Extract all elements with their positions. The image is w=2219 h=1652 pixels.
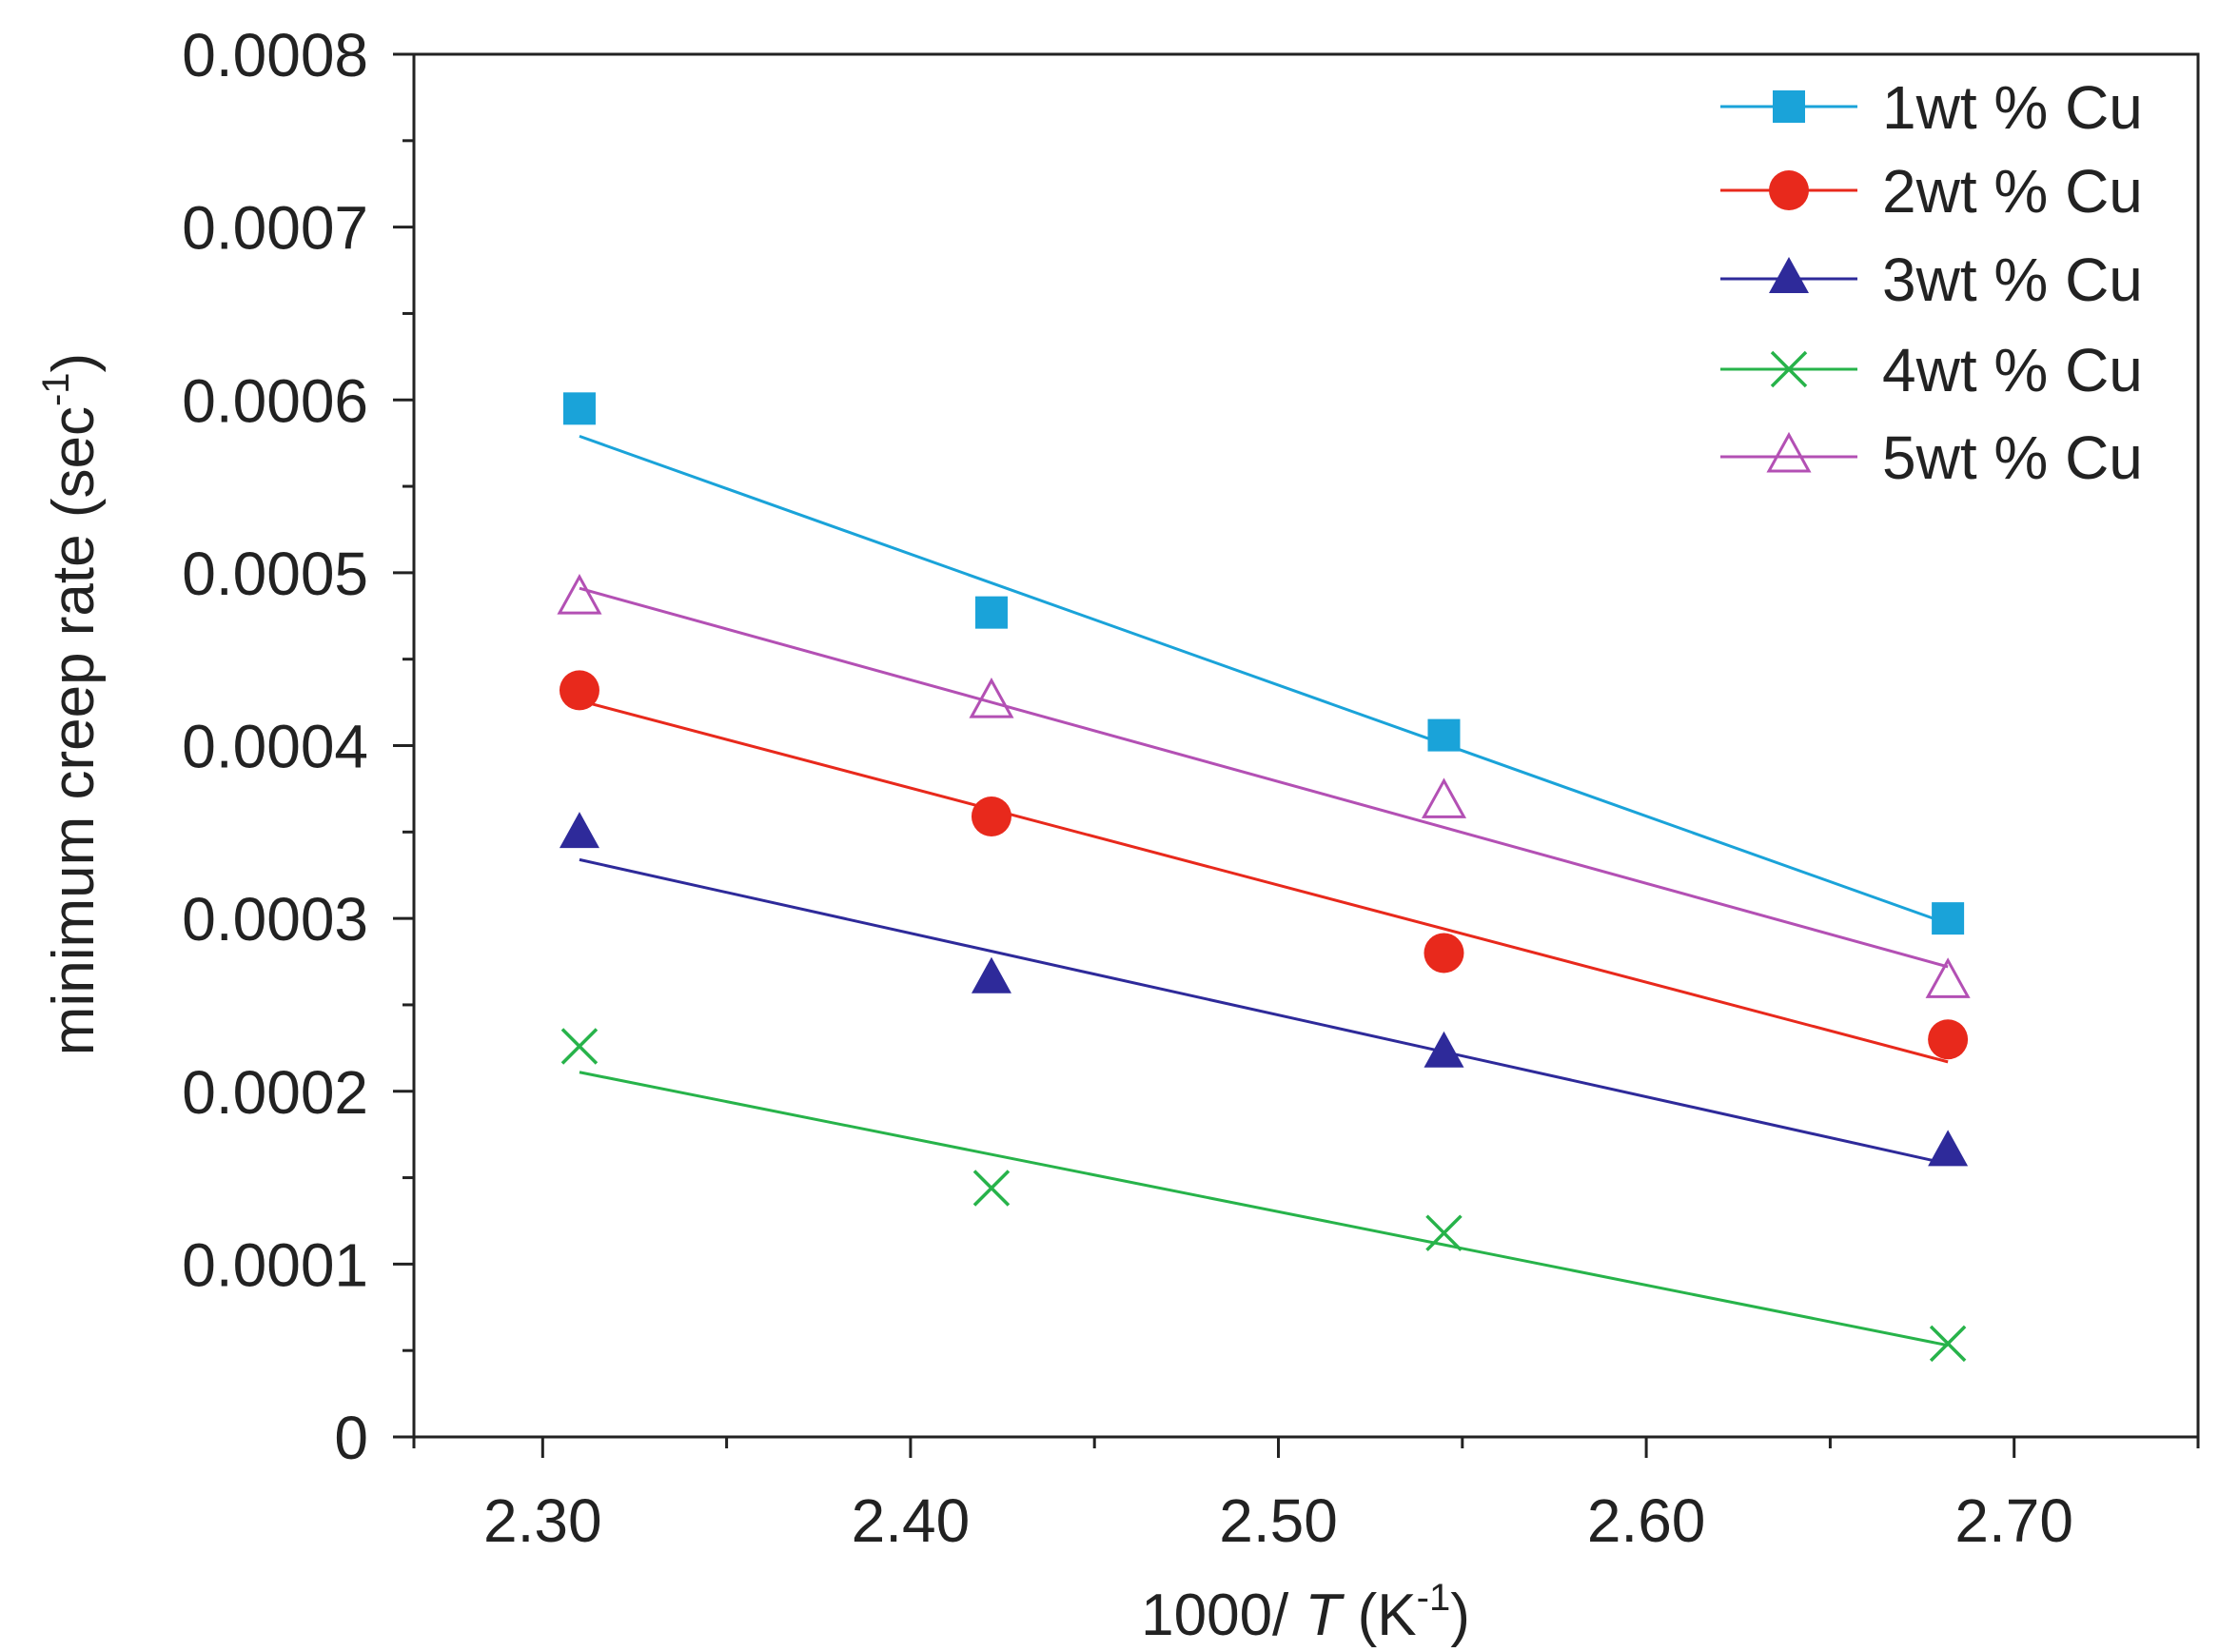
y-tick-label: 0.0003 <box>182 885 368 954</box>
legend-marker <box>1769 257 1809 293</box>
legend-marker <box>1773 90 1805 123</box>
data-point-series-2 <box>1928 1019 1969 1060</box>
y-title-close: ) <box>41 353 107 373</box>
data-point-series-1 <box>562 392 596 425</box>
data-point-series-1 <box>974 596 1008 629</box>
x-tick-label: 2.40 <box>852 1486 971 1555</box>
y-tick-label: 0.0002 <box>182 1058 368 1127</box>
legend-marker <box>1770 350 1808 388</box>
data-point-series-2 <box>1424 933 1464 974</box>
y-tick-label: 0.0007 <box>182 194 368 263</box>
data-point-series-5 <box>1421 777 1467 818</box>
x-title-exponent: -1 <box>1417 1577 1451 1619</box>
legend-marker <box>1769 170 1809 210</box>
data-point-series-4 <box>1425 1214 1463 1251</box>
legend: 1wt % Cu 2wt % Cu 3wt % Cu 4wt % Cu 5wt % Cu <box>1720 73 2143 492</box>
y-tick-label: 0 <box>334 1404 368 1472</box>
data-point-series-3 <box>1424 1031 1464 1068</box>
data-point-series-3 <box>971 956 1011 993</box>
y-title-main: minimum creep rate (sec <box>41 406 107 1055</box>
data-point-series-2 <box>559 670 599 711</box>
legend-label: 2wt % Cu <box>1882 157 2143 226</box>
x-title-close: ) <box>1450 1583 1470 1648</box>
x-title-prefix: 1000/ <box>1141 1583 1305 1648</box>
data-point-series-5 <box>969 677 1014 718</box>
y-tick-label: 0.0008 <box>182 21 368 89</box>
fit-line-5 <box>579 586 1949 969</box>
legend-label: 3wt % Cu <box>1882 246 2143 314</box>
data-point-series-1 <box>1932 902 1965 935</box>
y-tick-label: 0.0005 <box>182 540 368 608</box>
y-tick-label: 0.0001 <box>182 1230 368 1299</box>
data-markers <box>557 392 1971 1363</box>
x-tick-label: 2.30 <box>483 1486 602 1555</box>
data-point-series-5 <box>557 574 602 615</box>
data-point-series-3 <box>559 812 599 849</box>
y-axis: 0 0.0001 0.0002 0.0003 0.0004 0.0005 0.0006 0.0… <box>182 21 414 1472</box>
fit-line-2 <box>579 698 1949 1064</box>
data-point-series-5 <box>1925 957 1971 998</box>
legend-label: 1wt % Cu <box>1882 73 2143 142</box>
data-point-series-4 <box>1929 1325 1967 1363</box>
x-tick-label: 2.70 <box>1954 1486 2073 1555</box>
legend-marker <box>1766 431 1812 473</box>
fit-line-4 <box>579 1071 1949 1347</box>
x-title-unit: (K <box>1341 1583 1416 1648</box>
data-point-series-3 <box>1928 1130 1969 1167</box>
legend-label: 4wt % Cu <box>1882 336 2143 404</box>
data-point-series-4 <box>972 1170 1011 1207</box>
x-tick-label: 2.60 <box>1587 1486 1706 1555</box>
x-axis-title: 1000/ T (K-1) <box>1141 1577 1470 1648</box>
data-point-series-2 <box>971 796 1011 836</box>
y-tick-label: 0.0004 <box>182 713 368 781</box>
data-point-series-4 <box>560 1028 599 1065</box>
x-tick-label: 2.50 <box>1219 1486 1338 1555</box>
data-point-series-1 <box>1427 718 1461 752</box>
x-title-symbol: T <box>1306 1583 1345 1648</box>
fit-line-3 <box>579 857 1949 1166</box>
legend-label: 5wt % Cu <box>1882 423 2143 492</box>
y-tick-label: 0.0006 <box>182 366 368 435</box>
fit-lines <box>579 434 1949 1347</box>
x-axis: 2.30 2.40 2.50 2.60 2.70 <box>412 1437 2200 1555</box>
y-axis-title: minimum creep rate (sec-1) <box>35 353 107 1055</box>
fit-line-1 <box>579 434 1949 925</box>
y-title-exponent: -1 <box>35 372 77 406</box>
